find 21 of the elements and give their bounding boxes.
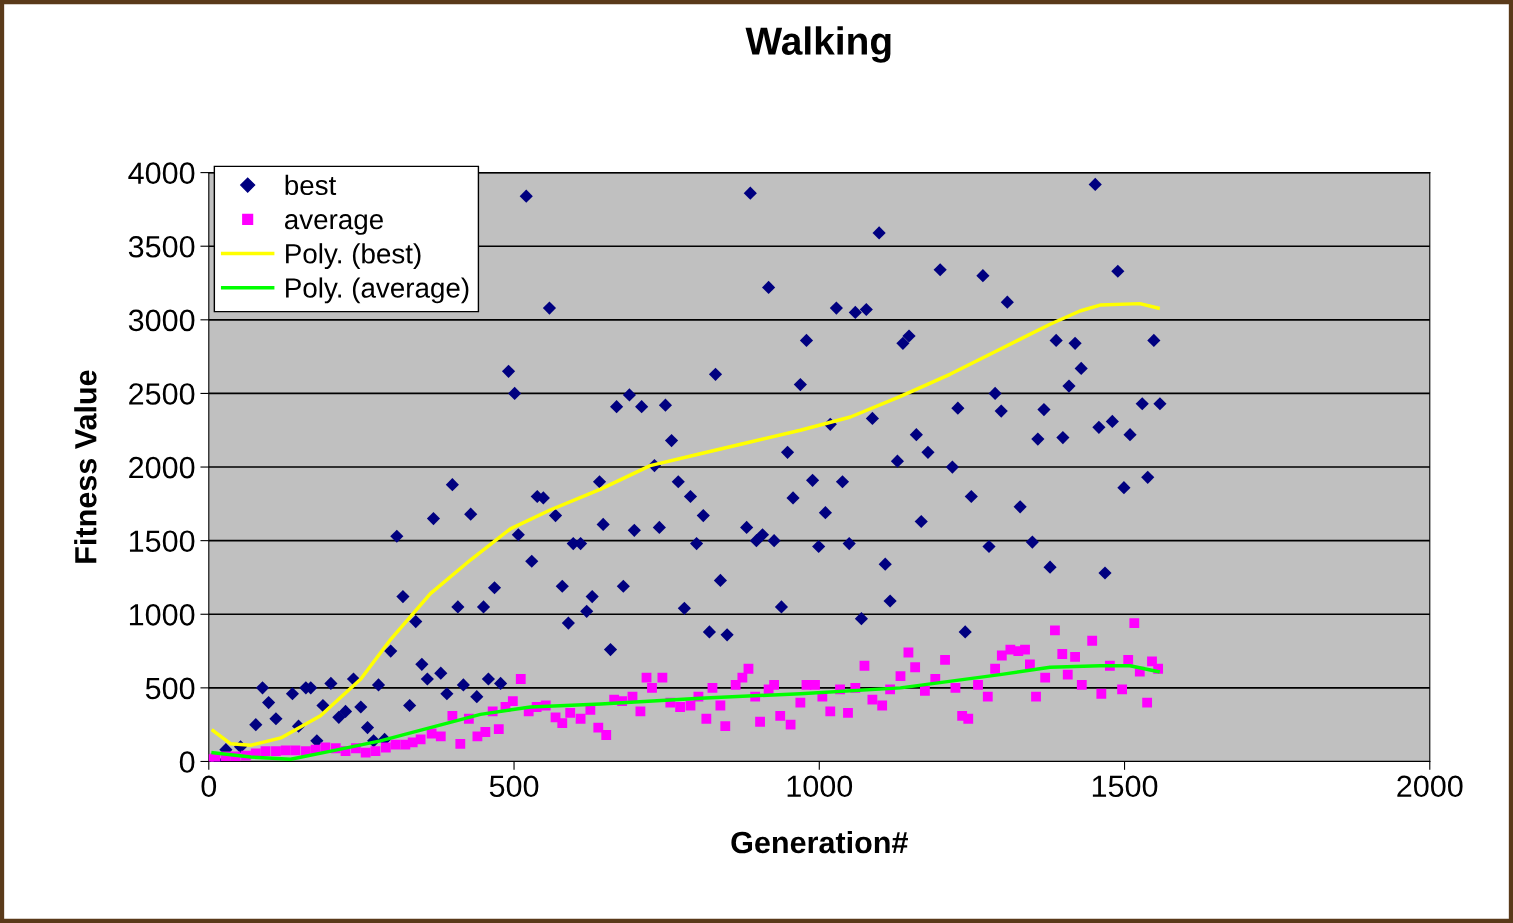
x-tick-label: 2000 bbox=[1397, 775, 1463, 798]
chart-title: Walking bbox=[745, 26, 891, 63]
y-tick-label: 1000 bbox=[129, 603, 195, 626]
y-axis-title: Fitness Value bbox=[74, 370, 97, 563]
legend-label: Poly. (best) bbox=[286, 243, 421, 270]
x-tick-label: 1000 bbox=[787, 775, 853, 798]
y-tick-label: 0 bbox=[179, 751, 195, 773]
y-tick-label: 4000 bbox=[128, 162, 195, 184]
x-axis-title: Generation# bbox=[731, 830, 908, 854]
legend-label: Poly. (average) bbox=[286, 277, 469, 304]
y-tick-label: 3000 bbox=[128, 309, 195, 332]
x-tick-label: 0 bbox=[201, 775, 217, 798]
y-tick-label: 2500 bbox=[129, 383, 195, 405]
y-tick-label: 500 bbox=[145, 677, 195, 700]
x-tick-label: 1500 bbox=[1092, 775, 1158, 798]
y-tick-label: 3500 bbox=[128, 235, 195, 258]
legend-label: average bbox=[284, 214, 383, 235]
legend-label: best bbox=[285, 174, 337, 196]
y-tick-label: 1500 bbox=[129, 530, 195, 553]
y-tick-label: 2000 bbox=[129, 456, 195, 479]
x-tick-label: 500 bbox=[489, 775, 539, 798]
